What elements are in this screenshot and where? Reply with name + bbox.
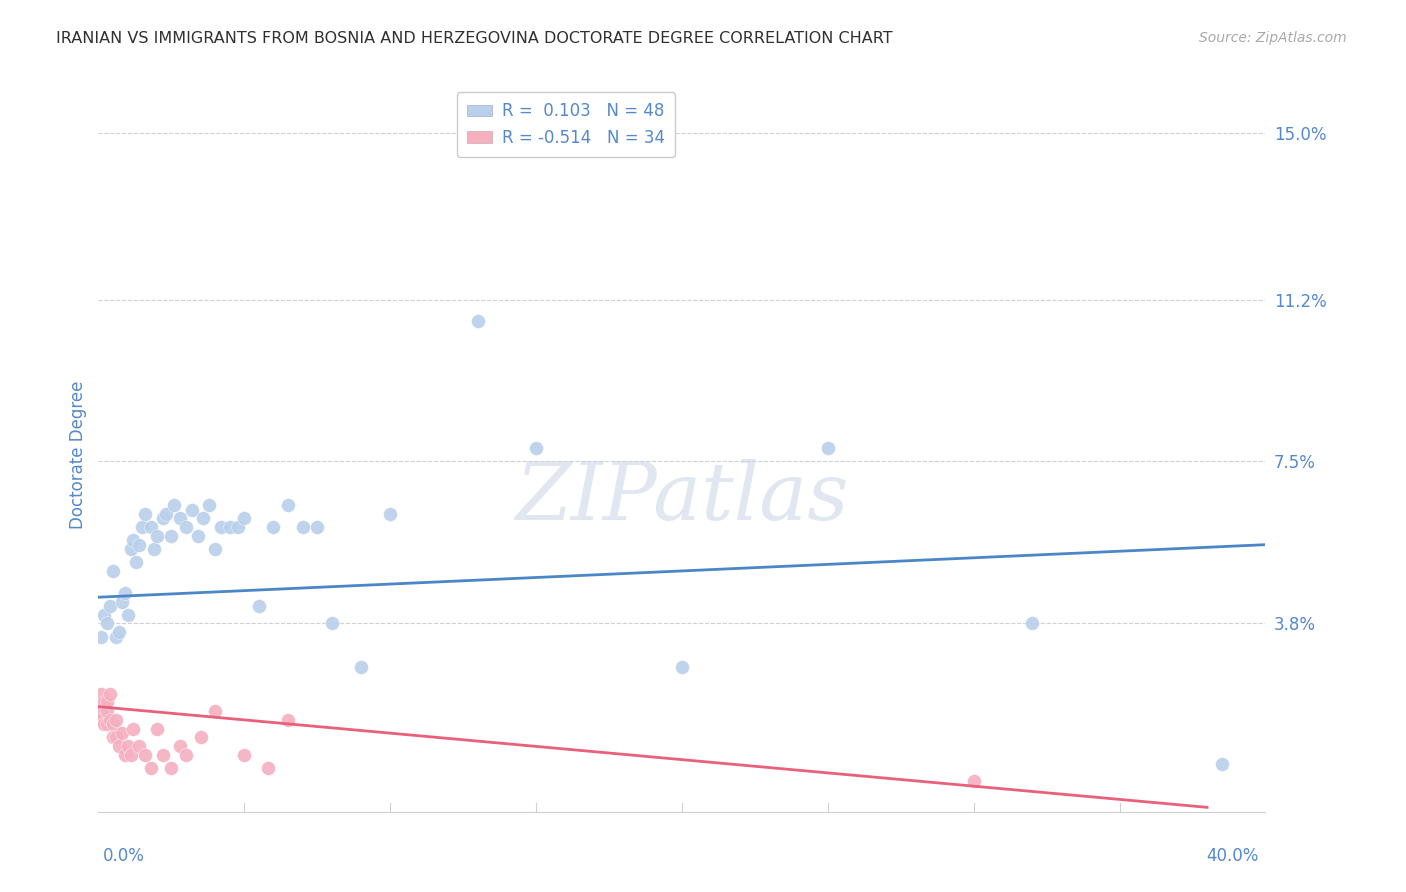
- Point: [93, 607, 115, 622]
- Point: [98, 713, 121, 727]
- Point: [160, 529, 183, 543]
- Point: [125, 555, 148, 569]
- Point: [193, 511, 215, 525]
- Y-axis label: Doctorate Degree: Doctorate Degree: [69, 381, 87, 529]
- Point: [204, 704, 226, 718]
- Point: [198, 498, 221, 512]
- Point: [187, 529, 209, 543]
- Point: [190, 731, 212, 745]
- Point: [120, 542, 142, 557]
- Point: [142, 542, 165, 557]
- Point: [111, 726, 134, 740]
- Point: [218, 520, 240, 534]
- Point: [228, 520, 250, 534]
- Point: [152, 747, 174, 762]
- Point: [104, 713, 127, 727]
- Point: [90, 704, 112, 718]
- Point: [120, 747, 142, 762]
- Point: [90, 713, 112, 727]
- Point: [1021, 616, 1043, 631]
- Point: [146, 722, 169, 736]
- Point: [96, 616, 118, 631]
- Point: [160, 761, 183, 775]
- Point: [291, 520, 314, 534]
- Point: [93, 695, 115, 709]
- Point: [101, 731, 124, 745]
- Point: [139, 520, 162, 534]
- Point: [467, 314, 489, 328]
- Point: [277, 713, 299, 727]
- Point: [108, 739, 131, 753]
- Point: [128, 739, 150, 753]
- Point: [90, 630, 112, 644]
- Point: [962, 774, 984, 789]
- Point: [174, 747, 197, 762]
- Point: [204, 542, 226, 557]
- Point: [139, 761, 162, 775]
- Point: [128, 538, 150, 552]
- Point: [233, 511, 256, 525]
- Point: [122, 533, 145, 548]
- Point: [114, 586, 136, 600]
- Point: [104, 630, 127, 644]
- Point: [90, 686, 112, 700]
- Point: [134, 747, 156, 762]
- Point: [104, 731, 127, 745]
- Point: [169, 739, 191, 753]
- Point: [817, 442, 839, 456]
- Point: [111, 594, 134, 608]
- Point: [96, 704, 118, 718]
- Point: [134, 507, 156, 521]
- Point: [101, 717, 124, 731]
- Point: [524, 442, 547, 456]
- Point: [117, 739, 139, 753]
- Point: [96, 695, 118, 709]
- Point: [277, 498, 299, 512]
- Point: [256, 761, 278, 775]
- Point: [380, 507, 402, 521]
- Point: [169, 511, 191, 525]
- Point: [131, 520, 153, 534]
- Point: [174, 520, 197, 534]
- Text: 0.0%: 0.0%: [103, 847, 145, 865]
- Point: [671, 660, 693, 674]
- Legend: R =  0.103   N = 48, R = -0.514   N = 34: R = 0.103 N = 48, R = -0.514 N = 34: [457, 92, 675, 156]
- Point: [247, 599, 270, 613]
- Text: 40.0%: 40.0%: [1206, 847, 1258, 865]
- Point: [152, 511, 174, 525]
- Point: [98, 686, 121, 700]
- Point: [307, 520, 329, 534]
- Text: IRANIAN VS IMMIGRANTS FROM BOSNIA AND HERZEGOVINA DOCTORATE DEGREE CORRELATION C: IRANIAN VS IMMIGRANTS FROM BOSNIA AND HE…: [56, 31, 893, 46]
- Point: [117, 607, 139, 622]
- Point: [180, 502, 202, 516]
- Point: [163, 498, 186, 512]
- Point: [146, 529, 169, 543]
- Point: [122, 722, 145, 736]
- Point: [1211, 756, 1233, 771]
- Point: [262, 520, 284, 534]
- Point: [209, 520, 232, 534]
- Text: Source: ZipAtlas.com: Source: ZipAtlas.com: [1199, 31, 1347, 45]
- Point: [155, 507, 177, 521]
- Point: [108, 625, 131, 640]
- Point: [96, 717, 118, 731]
- Point: [350, 660, 373, 674]
- Point: [101, 564, 124, 578]
- Point: [93, 717, 115, 731]
- Point: [233, 747, 256, 762]
- Point: [98, 599, 121, 613]
- Text: ZIPatlas: ZIPatlas: [515, 459, 849, 536]
- Point: [114, 747, 136, 762]
- Point: [321, 616, 343, 631]
